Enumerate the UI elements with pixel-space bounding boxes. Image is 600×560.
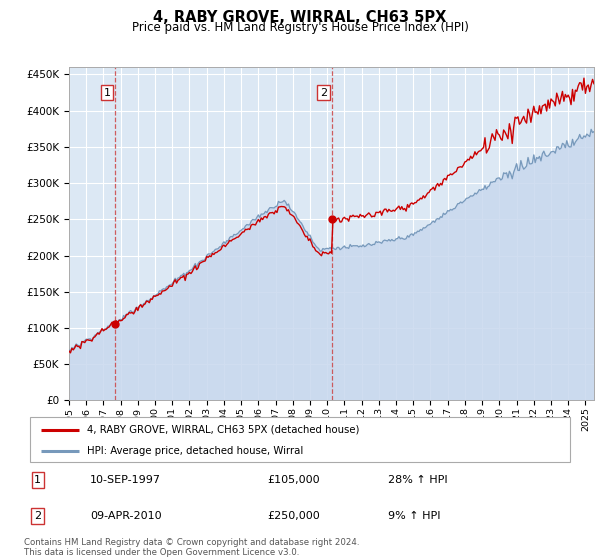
Text: Price paid vs. HM Land Registry's House Price Index (HPI): Price paid vs. HM Land Registry's House … [131,21,469,34]
Text: 2: 2 [320,87,327,97]
Text: £105,000: £105,000 [267,475,320,486]
Text: 1: 1 [34,475,41,486]
Text: 2: 2 [34,511,41,521]
Text: Contains HM Land Registry data © Crown copyright and database right 2024.
This d: Contains HM Land Registry data © Crown c… [24,538,359,557]
FancyBboxPatch shape [30,417,570,462]
Text: HPI: Average price, detached house, Wirral: HPI: Average price, detached house, Wirr… [86,446,303,456]
Text: 4, RABY GROVE, WIRRAL, CH63 5PX: 4, RABY GROVE, WIRRAL, CH63 5PX [154,10,446,25]
Text: 1: 1 [103,87,110,97]
Text: 10-SEP-1997: 10-SEP-1997 [90,475,161,486]
Text: 4, RABY GROVE, WIRRAL, CH63 5PX (detached house): 4, RABY GROVE, WIRRAL, CH63 5PX (detache… [86,424,359,435]
Text: 9% ↑ HPI: 9% ↑ HPI [388,511,441,521]
Text: 28% ↑ HPI: 28% ↑ HPI [388,475,448,486]
Text: £250,000: £250,000 [267,511,320,521]
Text: 09-APR-2010: 09-APR-2010 [90,511,162,521]
